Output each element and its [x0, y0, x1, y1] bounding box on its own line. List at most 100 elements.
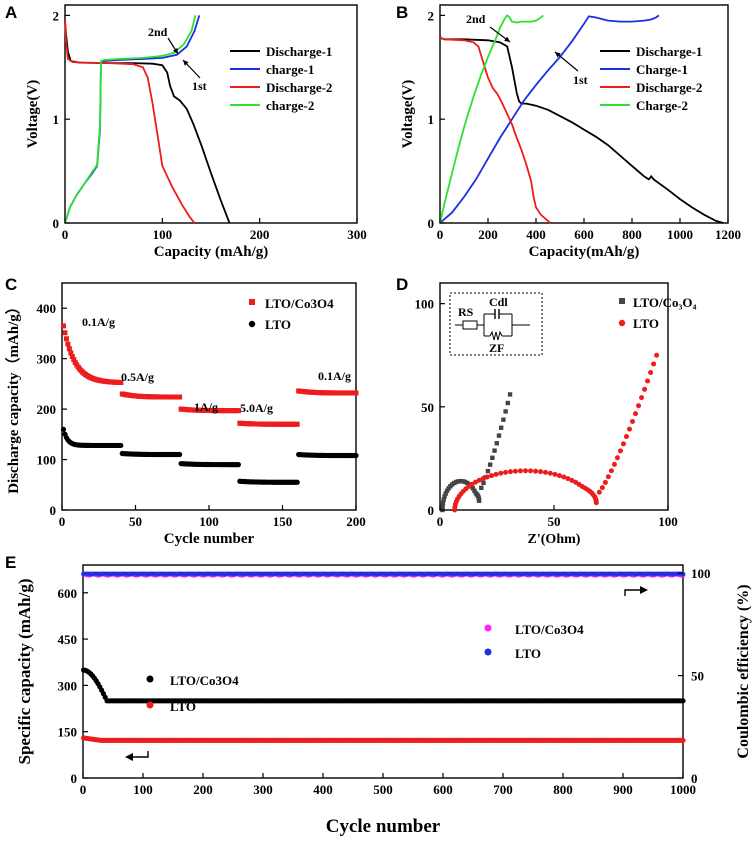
y-tick-label: 0	[428, 216, 435, 231]
legend-label: LTO/Co3O4	[515, 622, 584, 637]
legend-label: Discharge-2	[266, 80, 332, 95]
series-line-discharge-1	[439, 35, 724, 224]
x-axis-label: Cycle number	[164, 531, 255, 547]
annotation-2nd: 2nd	[466, 12, 486, 26]
legend-label: LTO	[515, 646, 541, 661]
data-point-lto	[623, 434, 629, 440]
annotation-arrow-head	[504, 36, 510, 42]
x-tick-label: 800	[553, 782, 573, 797]
y-axis-label: Specific capacity (mAh/g)	[15, 578, 34, 764]
data-point-cap-lto-co3o4	[680, 698, 686, 704]
data-point-lto	[654, 352, 660, 358]
data-point-lto	[512, 468, 518, 474]
legend-marker	[146, 675, 154, 683]
data-point-lto	[177, 451, 183, 458]
x-tick-label: 100	[658, 514, 678, 529]
x-tick-label: 600	[433, 782, 453, 797]
data-point-lto	[608, 468, 614, 474]
data-point-lto-co3o4	[68, 350, 74, 356]
data-point-lto	[642, 386, 648, 392]
data-point-lto-co3o4	[62, 330, 68, 336]
y-tick-label: 150	[58, 725, 78, 740]
data-point-lto-co3o4	[490, 455, 495, 460]
data-point-lto	[593, 500, 599, 506]
x-tick-label: 100	[133, 782, 153, 797]
legend-marker	[249, 299, 255, 305]
data-point-lto	[552, 471, 558, 477]
y-tick-label: 2	[53, 8, 60, 23]
data-point-lto	[528, 468, 534, 474]
left-axis-indicator-head	[125, 753, 133, 761]
data-point-lto	[118, 442, 124, 449]
x-axis-label: Capacity(mAh/g)	[529, 244, 640, 260]
x-tick-label: 100	[199, 514, 219, 529]
data-point-lto-co3o4	[294, 421, 300, 427]
circuit-label-zf: ZF	[489, 341, 504, 355]
data-point-lto	[484, 474, 490, 480]
data-point-lto	[602, 479, 608, 485]
y-tick-label: 600	[58, 586, 78, 601]
legend-label: Charge-2	[636, 98, 688, 113]
y-tick-label: 0	[53, 216, 60, 231]
x-tick-label: 0	[59, 514, 66, 529]
y-axis-label: Discharge capacity（mAh/g）	[4, 299, 22, 494]
data-point-lto-co3o4	[503, 409, 508, 414]
annotation-1st: 1st	[573, 73, 588, 87]
data-point-lto-co3o4	[442, 494, 447, 499]
data-point-lto-co3o4	[65, 341, 71, 347]
data-point-lto	[636, 403, 642, 409]
data-point-lto-co3o4	[443, 491, 448, 496]
x-tick-label: 300	[347, 227, 367, 242]
data-point-lto	[60, 426, 67, 432]
data-point-lto	[605, 474, 611, 480]
data-point-lto-co3o4	[353, 390, 359, 396]
y-tick-label: 400	[37, 301, 57, 316]
data-point-lto	[498, 470, 504, 476]
x-tick-label: 100	[153, 227, 173, 242]
x-tick-label: 50	[548, 514, 561, 529]
circuit-label-cdl: Cdl	[489, 295, 508, 309]
data-point-lto-co3o4	[60, 323, 66, 329]
annotation-arrow-head	[183, 60, 189, 66]
y-tick-label: 450	[58, 632, 78, 647]
y-tick-label: 100	[415, 297, 435, 312]
y-tick-label: 2	[428, 8, 435, 23]
series-line-discharge-2	[439, 35, 551, 224]
y2-axis-label: Coulombic efficiency (%)	[735, 584, 752, 758]
data-point-lto	[639, 395, 645, 401]
series-line-discharge-1	[64, 20, 231, 224]
legend-marker	[618, 319, 626, 327]
data-point-lto	[294, 479, 300, 485]
x-axis-label: Capacity (mAh/g)	[154, 244, 269, 260]
data-point-lto	[556, 473, 562, 479]
data-point-lto	[547, 470, 553, 476]
x-axis-label: Z'(Ohm)	[528, 532, 581, 547]
data-point-lto	[645, 378, 651, 384]
rate-label: 0.1A/g	[82, 315, 115, 329]
legend-marker	[484, 648, 492, 656]
annotation-arrow-head	[172, 48, 178, 54]
data-point-lto-co3o4	[498, 425, 504, 430]
legend-label: LTO/Co3O4	[265, 296, 334, 311]
panel-label-d: D	[396, 275, 408, 294]
legend-label: Charge-1	[636, 62, 688, 77]
data-point-lto-co3o4	[440, 500, 446, 506]
circuit-box	[449, 292, 543, 356]
rate-label: 0.1A/g	[318, 369, 351, 383]
data-point-lto	[561, 474, 567, 480]
data-point-lto	[353, 452, 359, 459]
y-tick-label: 300	[37, 352, 57, 367]
data-point-lto-co3o4	[177, 394, 183, 400]
data-point-lto	[620, 441, 626, 447]
x-tick-label: 1000	[667, 227, 693, 242]
rate-label: 0.5A/g	[121, 370, 154, 384]
data-point-cap-lto	[680, 737, 686, 743]
data-point-lto-co3o4	[481, 480, 486, 486]
x-tick-label: 0	[437, 227, 444, 242]
legend-label: LTO	[633, 316, 659, 331]
x-axis-label: Cycle number	[326, 816, 441, 837]
data-point-lto-co3o4	[444, 488, 450, 494]
data-point-lto	[538, 469, 544, 475]
data-point-lto	[542, 469, 548, 475]
